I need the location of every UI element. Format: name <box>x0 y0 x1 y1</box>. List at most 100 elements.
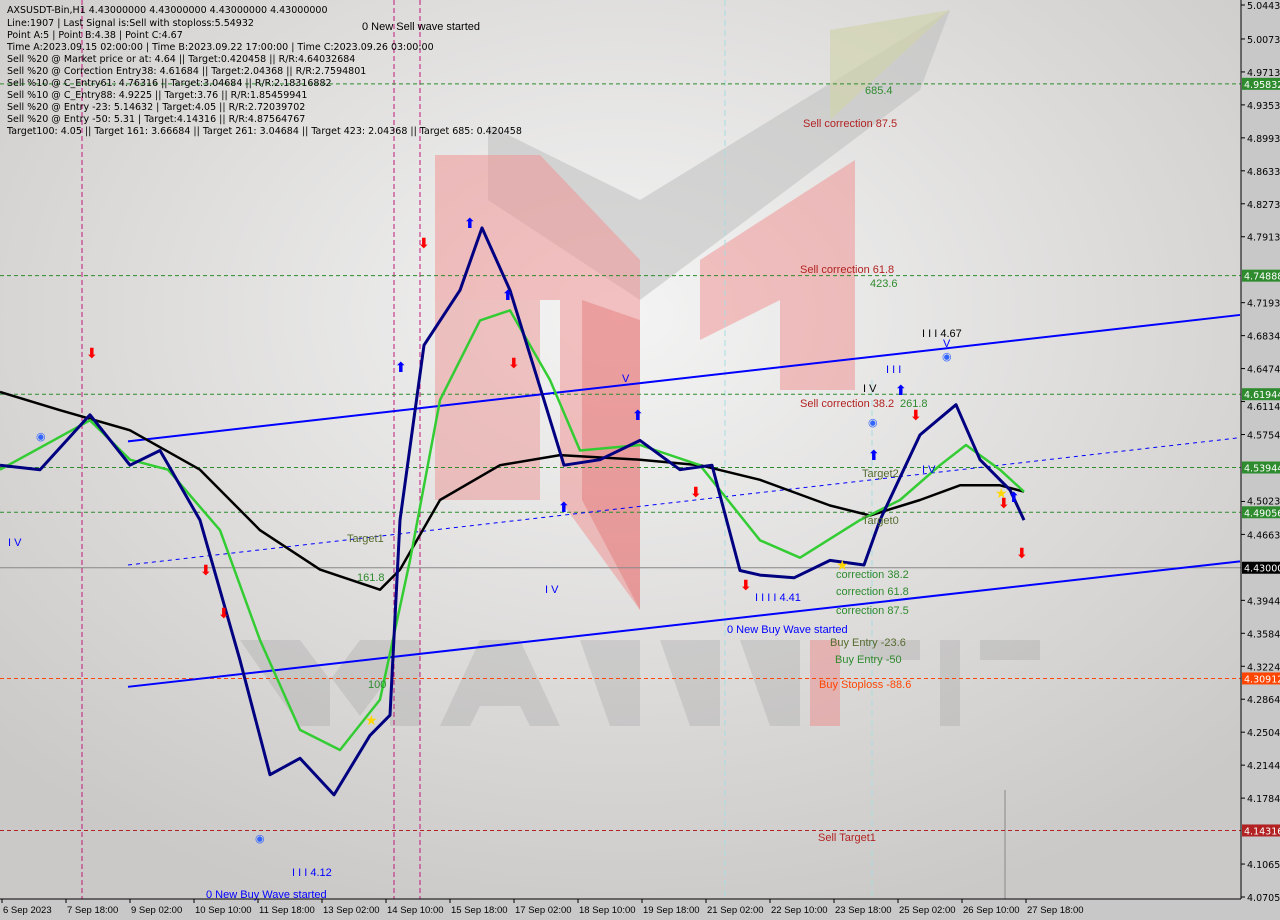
x-tick-label: 25 Sep 02:00 <box>899 905 956 916</box>
x-tick-label: 13 Sep 02:00 <box>323 905 380 916</box>
x-tick-label: 21 Sep 02:00 <box>707 905 764 916</box>
buy-arrow-icon: ⬆ <box>868 448 880 464</box>
wave-iv-mid-label: I V <box>545 584 559 596</box>
x-tick-label: 26 Sep 10:00 <box>963 905 1020 916</box>
price-level-tag <box>1242 506 1280 519</box>
sell-arrow-icon: ⬇ <box>418 236 430 252</box>
x-tick-label: 14 Sep 10:00 <box>387 905 444 916</box>
sell-correction-382-label: Sell correction 38.2 <box>800 398 894 410</box>
price-level-tag <box>1242 561 1280 574</box>
price-level-value: 4.74888 <box>1244 272 1280 283</box>
info-line: Time A:2023.09.15 02:00:00 | Time B:2023… <box>6 42 434 53</box>
wave-iv-label-2: I V <box>922 464 936 476</box>
indicator-line <box>0 226 1026 797</box>
indicator-lines <box>0 226 1026 797</box>
y-tick-label: 4.25046 <box>1247 728 1280 739</box>
y-tick-label: 4.64742 <box>1247 365 1280 376</box>
buy-entry-236-label: Buy Entry -23.6 <box>830 637 906 649</box>
y-tick-label: 4.32243 <box>1247 662 1280 673</box>
buy-arrow-icon: ⬆ <box>395 360 407 376</box>
info-line: Sell %20 @ Correction Entry38: 4.61684 |… <box>7 66 366 77</box>
y-tick-label: 4.07052 <box>1247 893 1280 904</box>
y-tick-label: 4.46639 <box>1247 530 1280 541</box>
y-tick-label: 4.50237 <box>1247 496 1280 507</box>
info-line: Sell %20 @ Entry -23: 5.14632 | Target:4… <box>7 102 305 113</box>
x-tick-label: 27 Sep 18:00 <box>1027 905 1084 916</box>
y-tick-label: 4.79137 <box>1247 233 1280 244</box>
star-icon: ★ <box>365 713 378 729</box>
wave-iv-left-label: I V <box>8 537 22 549</box>
sell-arrow-icon: ⬇ <box>1016 546 1028 562</box>
sell-target1-label: Sell Target1 <box>818 832 876 844</box>
correction-382-label: correction 38.2 <box>836 569 909 581</box>
price-level-value: 4.95832 <box>1244 80 1280 91</box>
x-axis[interactable]: 6 Sep 2023 7 Sep 18:00 9 Sep 02:00 10 Sep 1… <box>1 899 1084 916</box>
target-161-label: 161.8 <box>357 572 385 584</box>
info-line: Sell %10 @ C_Entry88: 4.9225 || Target:3… <box>7 90 307 101</box>
x-tick-label: 18 Sep 10:00 <box>579 905 636 916</box>
watermark-logo <box>240 10 1040 726</box>
wave-iiii-441-label: I I I I 4.41 <box>755 592 801 604</box>
x-tick-label: 15 Sep 18:00 <box>451 905 508 916</box>
sell-arrow-icon: ⬇ <box>910 408 922 424</box>
star-icon: ★ <box>836 558 849 574</box>
new-sell-wave-label: 0 New Sell wave started <box>362 21 480 33</box>
y-tick-label: 4.68341 <box>1247 332 1280 343</box>
price-level-value: 4.49056 <box>1244 508 1280 519</box>
y-tick-label: 4.39441 <box>1247 596 1280 607</box>
price-level-value: 4.43000 <box>1244 564 1280 575</box>
x-tick-label: 9 Sep 02:00 <box>131 905 182 916</box>
circle-target-icon: ◉ <box>255 832 265 845</box>
wave-v-top-label: V <box>943 338 951 350</box>
x-tick-label: 23 Sep 18:00 <box>835 905 892 916</box>
y-tick-label: 4.82736 <box>1247 200 1280 211</box>
y-tick-label: 5.00730 <box>1247 35 1280 46</box>
price-level-tag <box>1242 388 1280 401</box>
circle-target-icon: ◉ <box>868 416 878 429</box>
wave-iv-label: I V <box>863 383 877 395</box>
price-level-tags: 4.95832 4.74888 4.61944 4.53944 4.49056 4.430… <box>1242 77 1280 837</box>
sell-arrow-icon: ⬇ <box>508 356 520 372</box>
y-tick-label: 4.97131 <box>1247 68 1280 79</box>
trendline <box>127 560 1241 688</box>
y-axis[interactable]: 5.04438 5.00730 4.97131 4.93532 4.89933 4.863… <box>1241 1 1280 904</box>
buy-arrow-icon: ⬆ <box>1008 490 1020 506</box>
y-tick-label: 4.89933 <box>1247 134 1280 145</box>
target-685-label: 685.4 <box>865 85 893 97</box>
y-tick-label: 4.61143 <box>1247 402 1280 413</box>
wave-iii-412-label: I I I 4.12 <box>292 867 332 879</box>
info-line: Sell %20 @ Entry -50: 5.31 | Target:4.14… <box>7 114 305 125</box>
info-line: Point A:5 | Point B:4.38 | Point C:4.67 <box>7 30 183 41</box>
buy-arrow-icon: ⬆ <box>895 383 907 399</box>
buy-stoploss-label: Buy Stoploss -88.6 <box>819 679 911 691</box>
price-level-value: 4.61944 <box>1244 390 1280 401</box>
trendline <box>127 313 1241 443</box>
indicator-line <box>0 390 1025 591</box>
buy-arrow-icon: ⬆ <box>632 408 644 424</box>
x-tick-label: 19 Sep 18:00 <box>643 905 700 916</box>
target0-label: Target0 <box>862 515 899 527</box>
star-icon: ★ <box>995 486 1008 502</box>
sell-arrow-icon: ⬇ <box>200 563 212 579</box>
sell-correction-875-label: Sell correction 87.5 <box>803 118 897 130</box>
info-line: Sell %20 @ Market price or at: 4.64 || T… <box>7 54 355 65</box>
circle-target-icon: ◉ <box>942 350 952 363</box>
y-tick-label: 5.04438 <box>1247 1 1280 12</box>
correction-618-label: correction 61.8 <box>836 586 909 598</box>
info-line: AXSUSDT-Bin,H1 4.43000000 4.43000000 4.4… <box>7 5 328 16</box>
circle-target-icon: ◉ <box>36 430 46 443</box>
trendlines <box>127 313 1241 688</box>
wave-iii-467-label: I I I 4.67 <box>922 328 962 340</box>
x-tick-label: 6 Sep 2023 <box>3 905 52 916</box>
info-panel: AXSUSDT-Bin,H1 4.43000000 4.43000000 4.4… <box>6 5 522 137</box>
target-100-label: 100 <box>368 679 386 691</box>
buy-arrow-icon: ⬆ <box>502 288 514 304</box>
trendline <box>127 437 1241 566</box>
target-261-label: 261.8 <box>900 398 928 410</box>
sell-arrow-icon: ⬇ <box>740 578 752 594</box>
x-tick-label: 17 Sep 02:00 <box>515 905 572 916</box>
price-level-tag <box>1242 269 1280 282</box>
sell-correction-618-label: Sell correction 61.8 <box>800 264 894 276</box>
sell-arrow-icon: ⬇ <box>998 496 1010 512</box>
